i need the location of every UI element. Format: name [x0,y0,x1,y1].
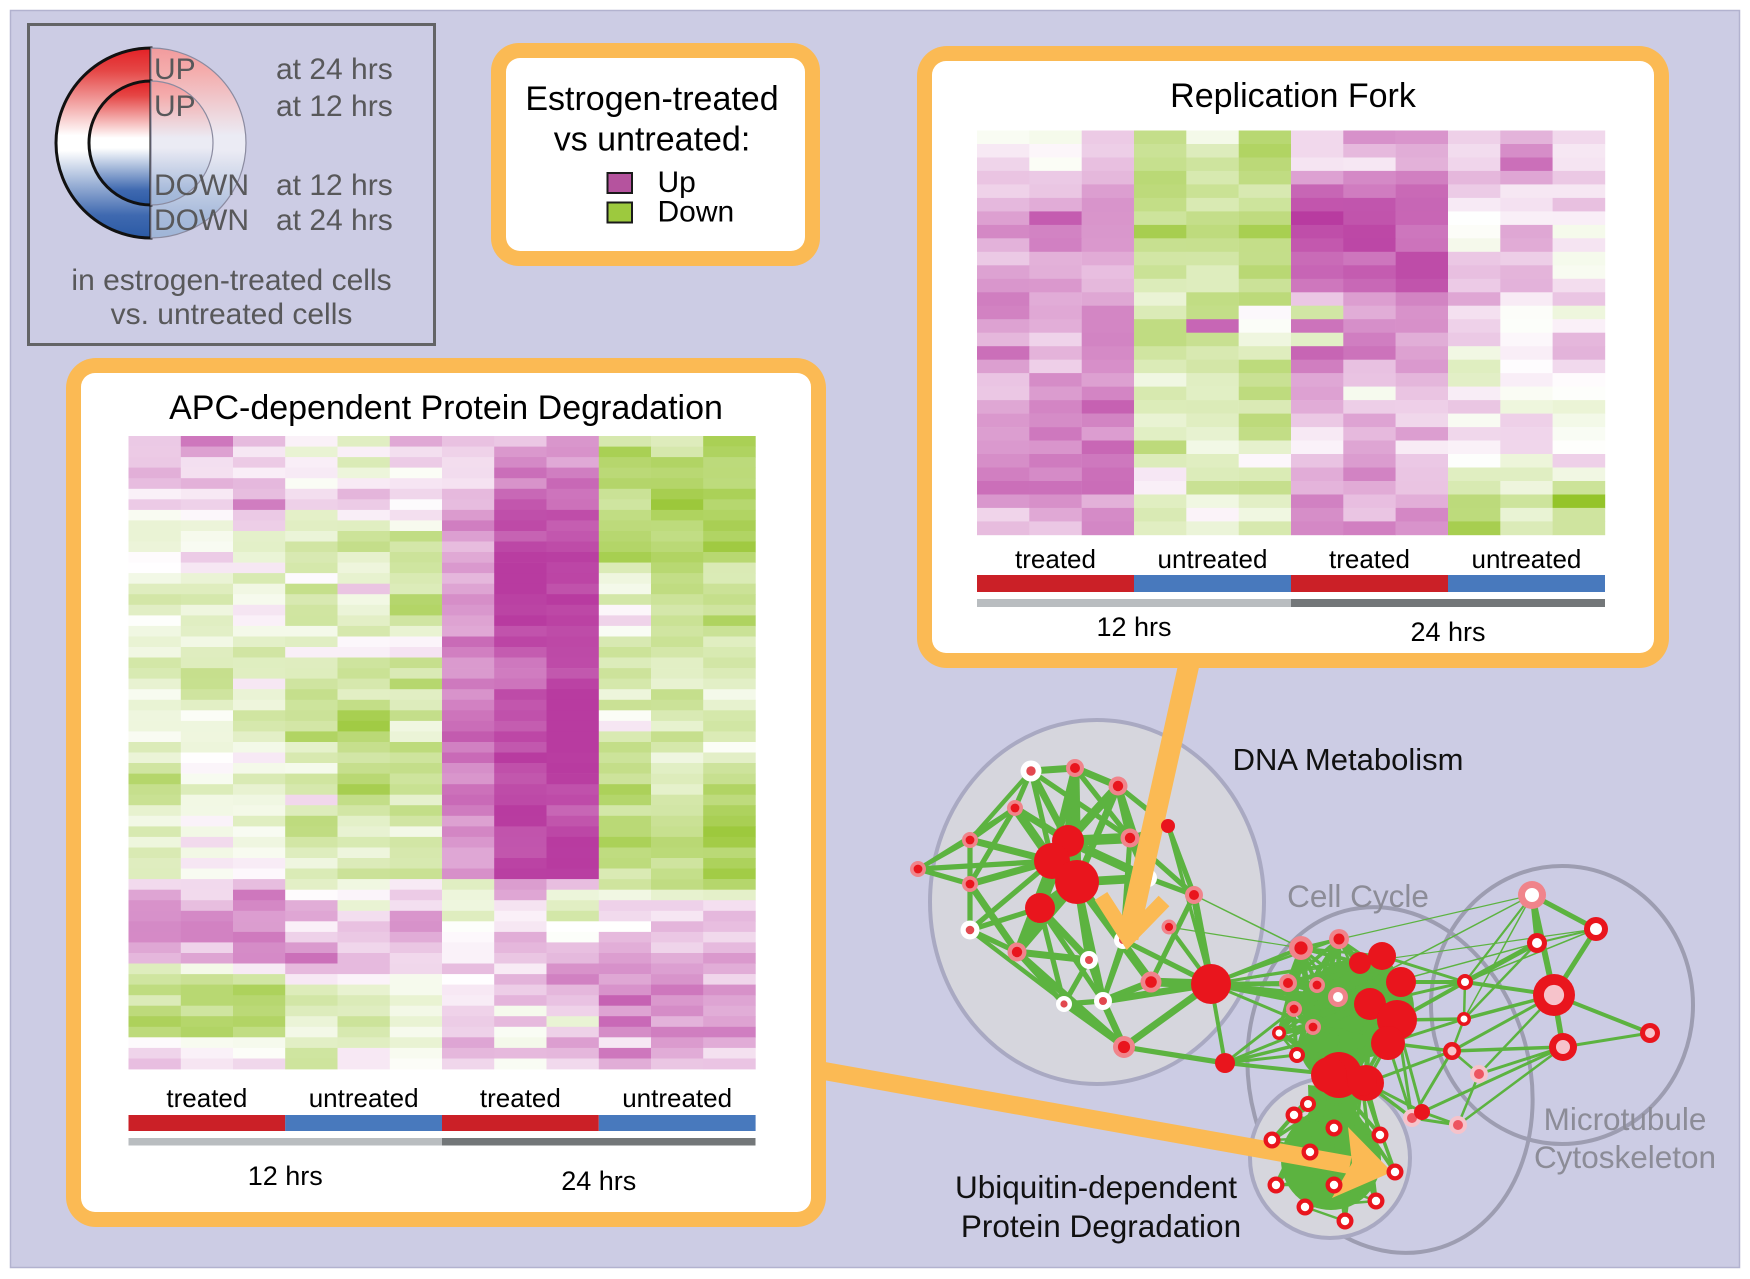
svg-text:treated: treated [166,1083,247,1113]
svg-text:Replication Fork: Replication Fork [1170,77,1417,115]
svg-text:untreated: untreated [1472,544,1582,574]
svg-text:at 12 hrs: at 12 hrs [276,169,393,202]
svg-text:at 24 hrs: at 24 hrs [276,53,393,86]
svg-text:in estrogen-treated cells: in estrogen-treated cells [71,264,391,297]
svg-text:vs. untreated cells: vs. untreated cells [111,298,353,331]
svg-text:at 24 hrs: at 24 hrs [276,204,393,237]
svg-text:DOWN: DOWN [154,204,249,237]
svg-text:treated: treated [480,1083,561,1113]
svg-text:Down: Down [658,196,735,229]
svg-text:treated: treated [1329,544,1410,574]
svg-text:Cytoskeleton: Cytoskeleton [1534,1139,1716,1175]
svg-text:DOWN: DOWN [154,169,249,202]
svg-text:DNA Metabolism: DNA Metabolism [1233,742,1464,777]
svg-text:UP: UP [154,90,196,123]
svg-text:Protein Degradation: Protein Degradation [961,1208,1241,1244]
svg-text:at 12 hrs: at 12 hrs [276,90,393,123]
svg-text:Up: Up [658,166,696,199]
svg-text:untreated: untreated [309,1083,419,1113]
svg-text:12 hrs: 12 hrs [1096,612,1171,642]
svg-text:APC-dependent Protein Degradat: APC-dependent Protein Degradation [169,389,723,427]
svg-text:Estrogen-treated: Estrogen-treated [525,80,778,118]
svg-text:vs untreated:: vs untreated: [554,121,751,159]
svg-text:UP: UP [154,53,196,86]
svg-text:untreated: untreated [622,1083,732,1113]
svg-text:24 hrs: 24 hrs [561,1166,636,1196]
svg-text:24 hrs: 24 hrs [1410,617,1485,647]
svg-text:Microtubule: Microtubule [1544,1101,1707,1137]
svg-text:treated: treated [1015,544,1096,574]
svg-text:Cell Cycle: Cell Cycle [1287,878,1429,914]
svg-text:untreated: untreated [1158,544,1268,574]
svg-text:12 hrs: 12 hrs [248,1161,323,1191]
svg-text:Ubiquitin-dependent: Ubiquitin-dependent [955,1169,1237,1205]
